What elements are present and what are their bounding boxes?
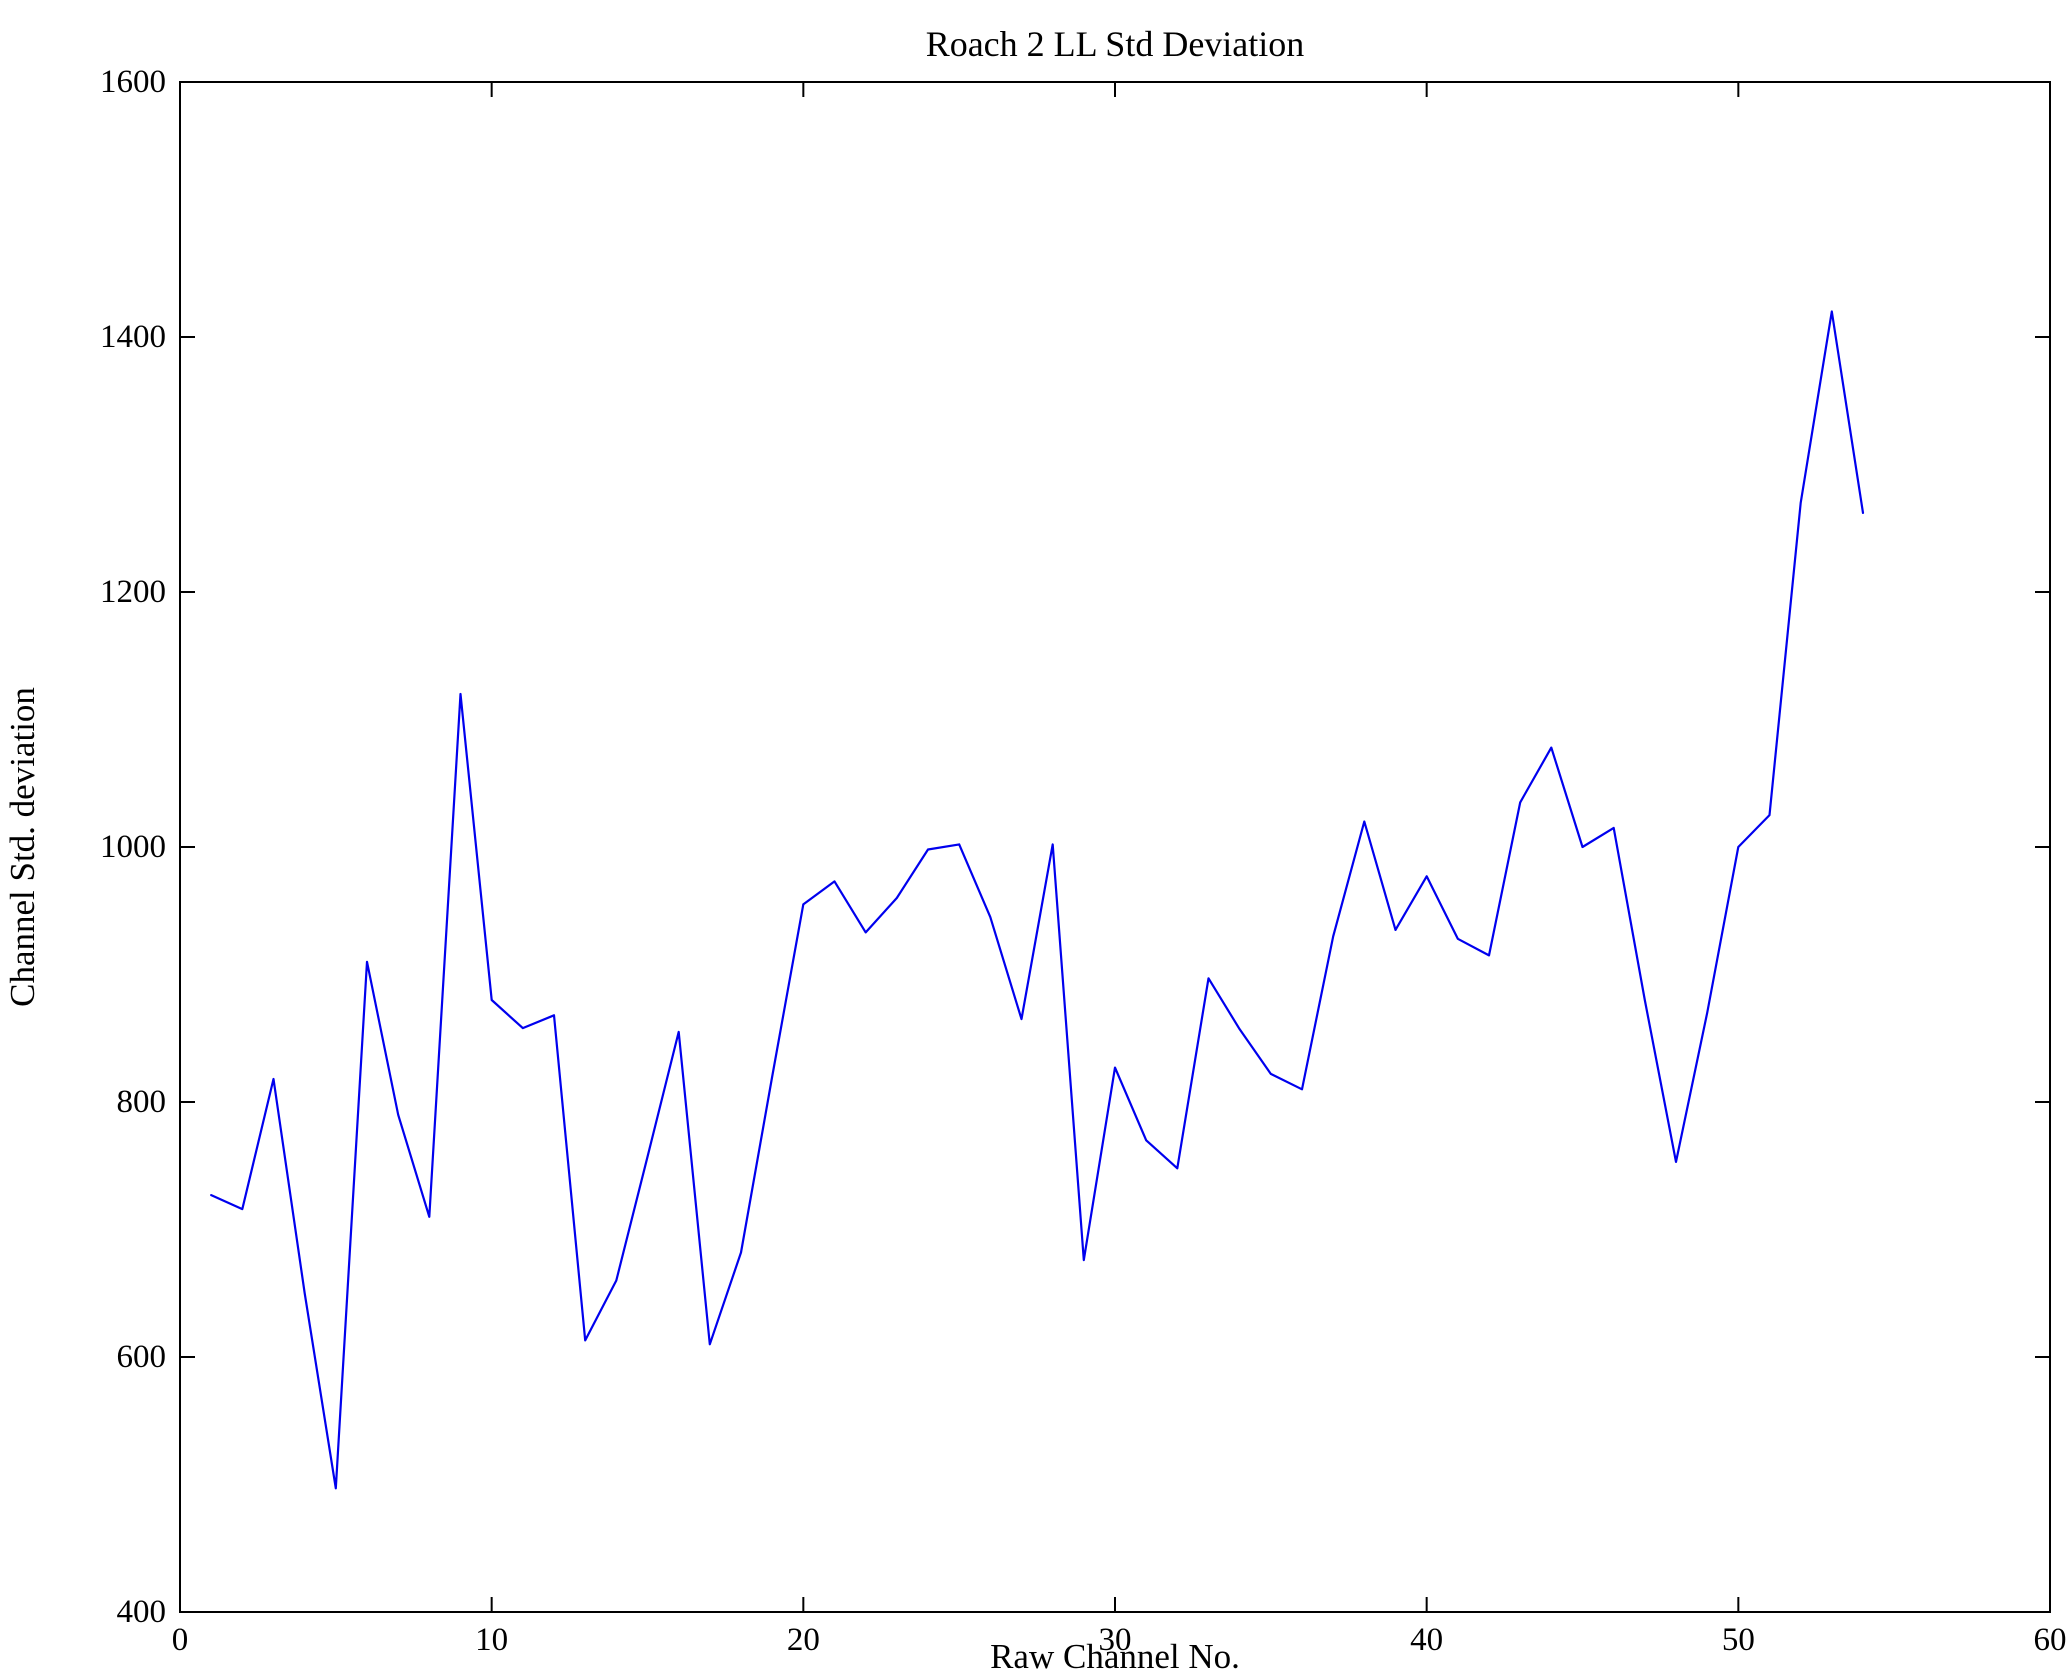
y-tick-label: 800 [117,1084,167,1120]
axis-ticks [179,81,2051,1613]
y-tick-label: 600 [117,1339,167,1375]
plot-area [179,81,2051,1613]
y-tick-label: 1200 [100,574,166,610]
x-tick-label: 60 [2034,1622,2067,1658]
x-axis-label: Raw Channel No. [990,1637,1240,1671]
data-line-series [210,310,1865,1490]
y-tick-label: 1400 [100,319,166,355]
y-axis-tick-labels: 400 600 800 1000 1200 1400 1600 [100,64,166,1630]
x-tick-label: 10 [475,1622,508,1658]
y-axis-label: Channel Std. deviation [3,687,42,1007]
x-tick-label: 30 [1099,1622,1132,1658]
x-tick-label: 0 [172,1622,189,1658]
y-tick-label: 1000 [100,829,166,865]
x-tick-label: 40 [1410,1622,1443,1658]
x-tick-label: 20 [787,1622,820,1658]
y-tick-label: 400 [117,1594,167,1630]
x-tick-label: 50 [1722,1622,1755,1658]
x-axis-tick-labels: 0 10 20 30 40 50 60 [172,1622,2067,1658]
y-tick-label: 1600 [100,64,166,100]
chart-title: Roach 2 LL Std Deviation [926,24,1305,64]
